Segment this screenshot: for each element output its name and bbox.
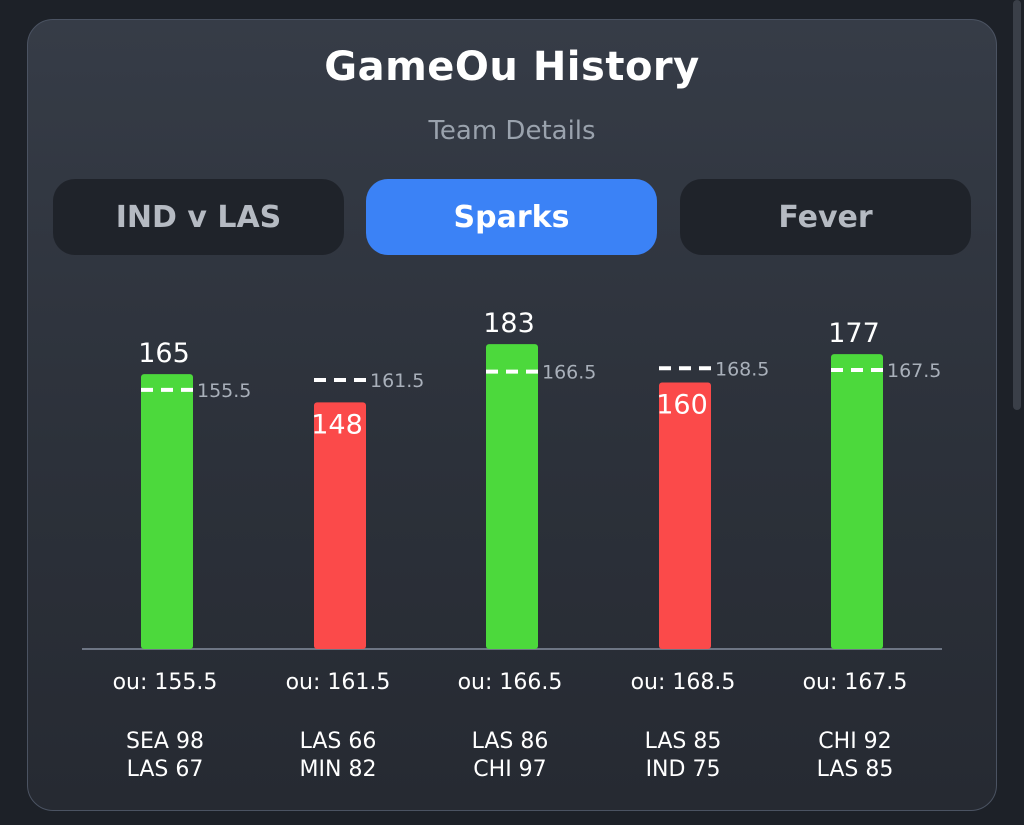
ou-line-label: 168.5 <box>715 358 769 380</box>
score-team1: SEA 98 <box>126 729 204 754</box>
tab-matchup[interactable]: IND v LAS <box>53 179 344 255</box>
score-team2: LAS 67 <box>127 757 204 782</box>
score-team2: LAS 85 <box>817 757 894 782</box>
bar-value-label: 148 <box>311 409 363 440</box>
tab-fever[interactable]: Fever <box>680 179 971 255</box>
bar-value-label: 177 <box>828 318 880 349</box>
score-team1: LAS 85 <box>645 729 722 754</box>
score-team2: CHI 97 <box>473 757 546 782</box>
tab-sparks[interactable]: Sparks <box>366 179 657 255</box>
bar-game-5 <box>831 354 883 649</box>
bar-value-label: 165 <box>138 338 190 369</box>
ou-value-label: ou: 168.5 <box>631 670 736 695</box>
score-team2: MIN 82 <box>300 757 377 782</box>
page-subtitle: Team Details <box>428 116 596 146</box>
bar-game-3 <box>486 344 538 649</box>
ou-value-label: ou: 155.5 <box>113 670 218 695</box>
bar-game-2 <box>314 402 366 649</box>
page-title: GameOu History <box>324 44 700 90</box>
ou-value-label: ou: 167.5 <box>803 670 908 695</box>
ou-line-label: 167.5 <box>887 360 941 382</box>
score-team2: IND 75 <box>646 757 721 782</box>
ou-value-label: ou: 161.5 <box>286 670 391 695</box>
bar-game-1 <box>141 374 193 649</box>
scrollbar[interactable] <box>1013 0 1021 410</box>
ou-line-label: 155.5 <box>197 380 251 402</box>
score-team1: CHI 92 <box>818 729 891 754</box>
bar-value-label: 160 <box>656 389 708 420</box>
ou-line-label: 166.5 <box>542 362 596 384</box>
ou-line-label: 161.5 <box>370 370 424 392</box>
bar-value-label: 183 <box>483 308 535 339</box>
score-team1: LAS 66 <box>300 729 377 754</box>
ou-value-label: ou: 166.5 <box>458 670 563 695</box>
score-team1: LAS 86 <box>472 729 549 754</box>
bar-game-4 <box>659 382 711 649</box>
